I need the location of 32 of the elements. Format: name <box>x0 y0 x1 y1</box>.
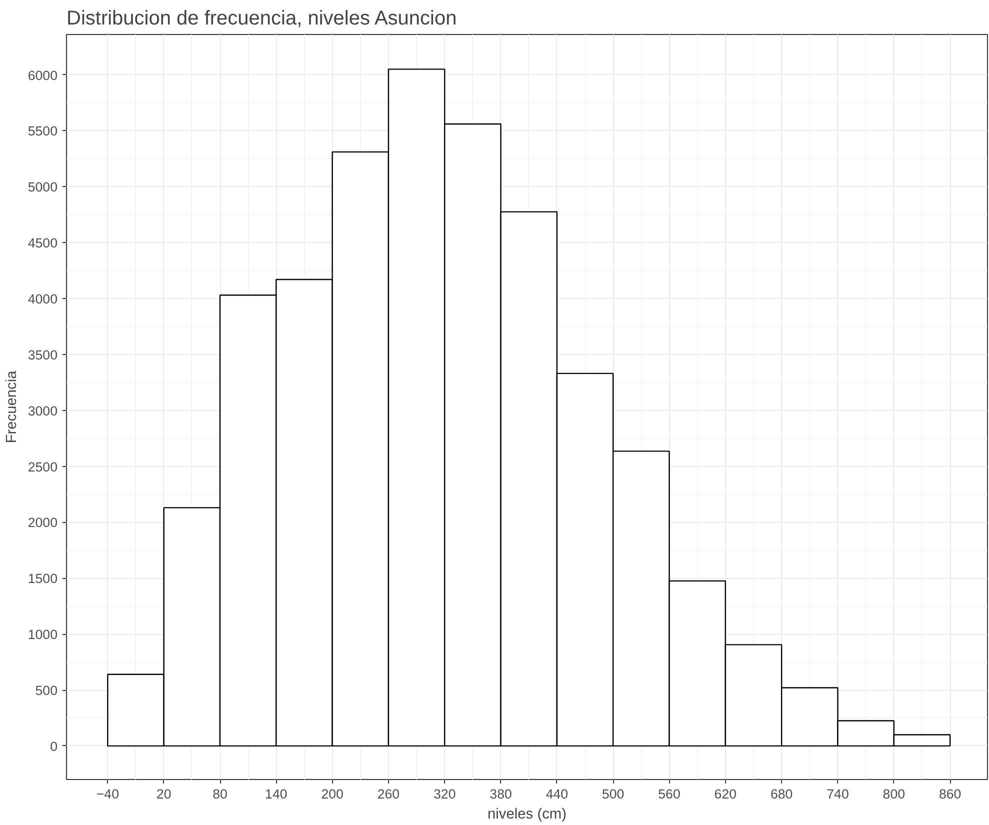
y-tick-label: 4000 <box>28 291 58 306</box>
x-tick-label: 860 <box>938 786 962 802</box>
y-tick-label: 5000 <box>28 180 58 195</box>
x-tick-label: 440 <box>546 786 568 802</box>
y-axis-title: Frecuencia <box>4 370 20 444</box>
x-axis-title: niveles (cm) <box>488 806 567 822</box>
y-tick-label: 500 <box>35 683 58 698</box>
y-tick-label: 3000 <box>28 403 58 418</box>
x-tick-label: 500 <box>602 786 624 802</box>
x-tick-label: 80 <box>212 786 228 802</box>
x-tick-label: 560 <box>658 786 680 802</box>
y-tick-label: 2000 <box>28 515 58 530</box>
x-tick-label: 200 <box>321 786 344 802</box>
x-tick-label: 140 <box>265 786 288 802</box>
y-tick-label: 2500 <box>28 459 58 474</box>
x-tick-label: 20 <box>156 786 172 802</box>
x-tick-label: 260 <box>377 786 400 802</box>
x-tick-label: 320 <box>434 786 456 802</box>
chart-title: Distribucion de frecuencia, niveles Asuncion <box>66 8 457 30</box>
y-tick-label: 5500 <box>28 124 58 139</box>
y-tick-label: 3500 <box>28 347 58 362</box>
x-tick-label: 740 <box>826 786 849 802</box>
y-tick-label: 4500 <box>28 236 58 251</box>
x-tick-label: 680 <box>770 786 793 802</box>
x-tick-label: 800 <box>882 786 906 802</box>
y-tick-label: 0 <box>50 738 58 754</box>
x-tick-label: 620 <box>714 786 737 802</box>
y-tick-label: 1000 <box>28 627 58 642</box>
x-tick-label: 380 <box>490 786 512 802</box>
y-tick-label: 6000 <box>28 68 58 83</box>
y-tick-label: 1500 <box>28 571 58 586</box>
x-tick-label: −40 <box>96 786 119 802</box>
